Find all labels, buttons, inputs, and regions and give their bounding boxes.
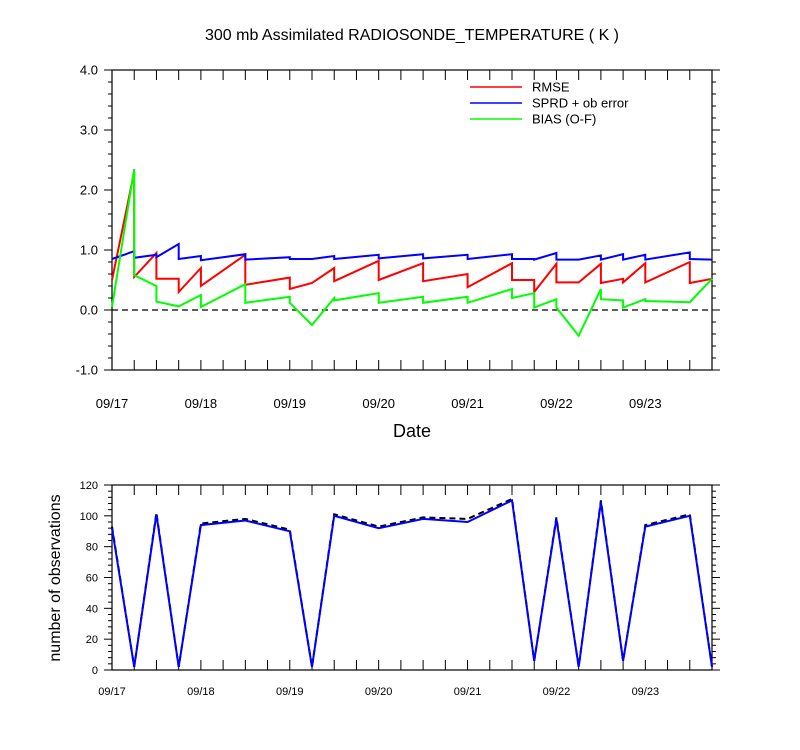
- y-tick-label: 2.0: [80, 183, 98, 198]
- y-tick-label: 60: [86, 572, 98, 584]
- x-tick-label: 09/18: [185, 396, 218, 411]
- y-tick-label: 4.0: [80, 63, 98, 78]
- bottom-chart: 09/17 09/18 09/19 09/20 09/21 09/22 09/23 0 20 40…: [47, 480, 720, 698]
- series-line-used: [111, 498, 713, 668]
- y-tick-label: 1.0: [80, 243, 98, 258]
- x-tick-label: 09/20: [365, 686, 393, 698]
- x-axis-label: Date: [393, 421, 431, 441]
- x-tick-label: 09/17: [96, 396, 129, 411]
- x-tick-label: 09/20: [362, 396, 395, 411]
- x-tick-label: 09/22: [543, 686, 571, 698]
- top-chart: 300 mb Assimilated RADIOSONDE_TEMPERATUR…: [76, 27, 720, 441]
- top-plot-area: 09/17 09/18 09/19 09/20 09/21 09/22 09/23 -1.0 0…: [76, 63, 720, 411]
- x-tick-label: 09/21: [454, 686, 482, 698]
- legend-label: BIAS (O-F): [532, 112, 596, 127]
- y-tick-label: 0.0: [80, 303, 98, 318]
- legend-label: SPRD + ob error: [532, 96, 629, 111]
- y-tick-label: 100: [80, 511, 98, 523]
- bottom-plot-area: 09/17 09/18 09/19 09/20 09/21 09/22 09/23 0 20 40…: [80, 480, 720, 698]
- x-tick-label: 09/23: [632, 686, 660, 698]
- chart-title: 300 mb Assimilated RADIOSONDE_TEMPERATUR…: [205, 27, 619, 44]
- x-tick-label: 09/21: [451, 396, 484, 411]
- plot-frame: [111, 69, 713, 371]
- plot-frame: [111, 484, 713, 671]
- y-tick-label: 20: [86, 634, 98, 646]
- y-tick-label: 80: [86, 542, 98, 554]
- y-axis-label-observations: number of observations: [47, 494, 64, 661]
- series-line-bias-o-f: [111, 168, 713, 338]
- y-tick-label: 120: [80, 480, 98, 492]
- y-tick-label: 0: [92, 665, 98, 677]
- x-tick-label: 09/19: [276, 686, 304, 698]
- y-tick-label: 3.0: [80, 123, 98, 138]
- series-line-sprd-ob-error: [111, 242, 713, 262]
- x-tick-label: 09/17: [98, 686, 126, 698]
- x-tick-label: 09/19: [274, 396, 307, 411]
- x-tick-label: 09/22: [540, 396, 573, 411]
- legend-label: RMSE: [532, 80, 570, 95]
- x-tick-label: 09/18: [187, 686, 215, 698]
- x-tick-label: 09/23: [629, 396, 662, 411]
- series-line-rmse: [111, 171, 713, 295]
- y-tick-label: 40: [86, 603, 98, 615]
- y-tick-label: -1.0: [76, 363, 98, 378]
